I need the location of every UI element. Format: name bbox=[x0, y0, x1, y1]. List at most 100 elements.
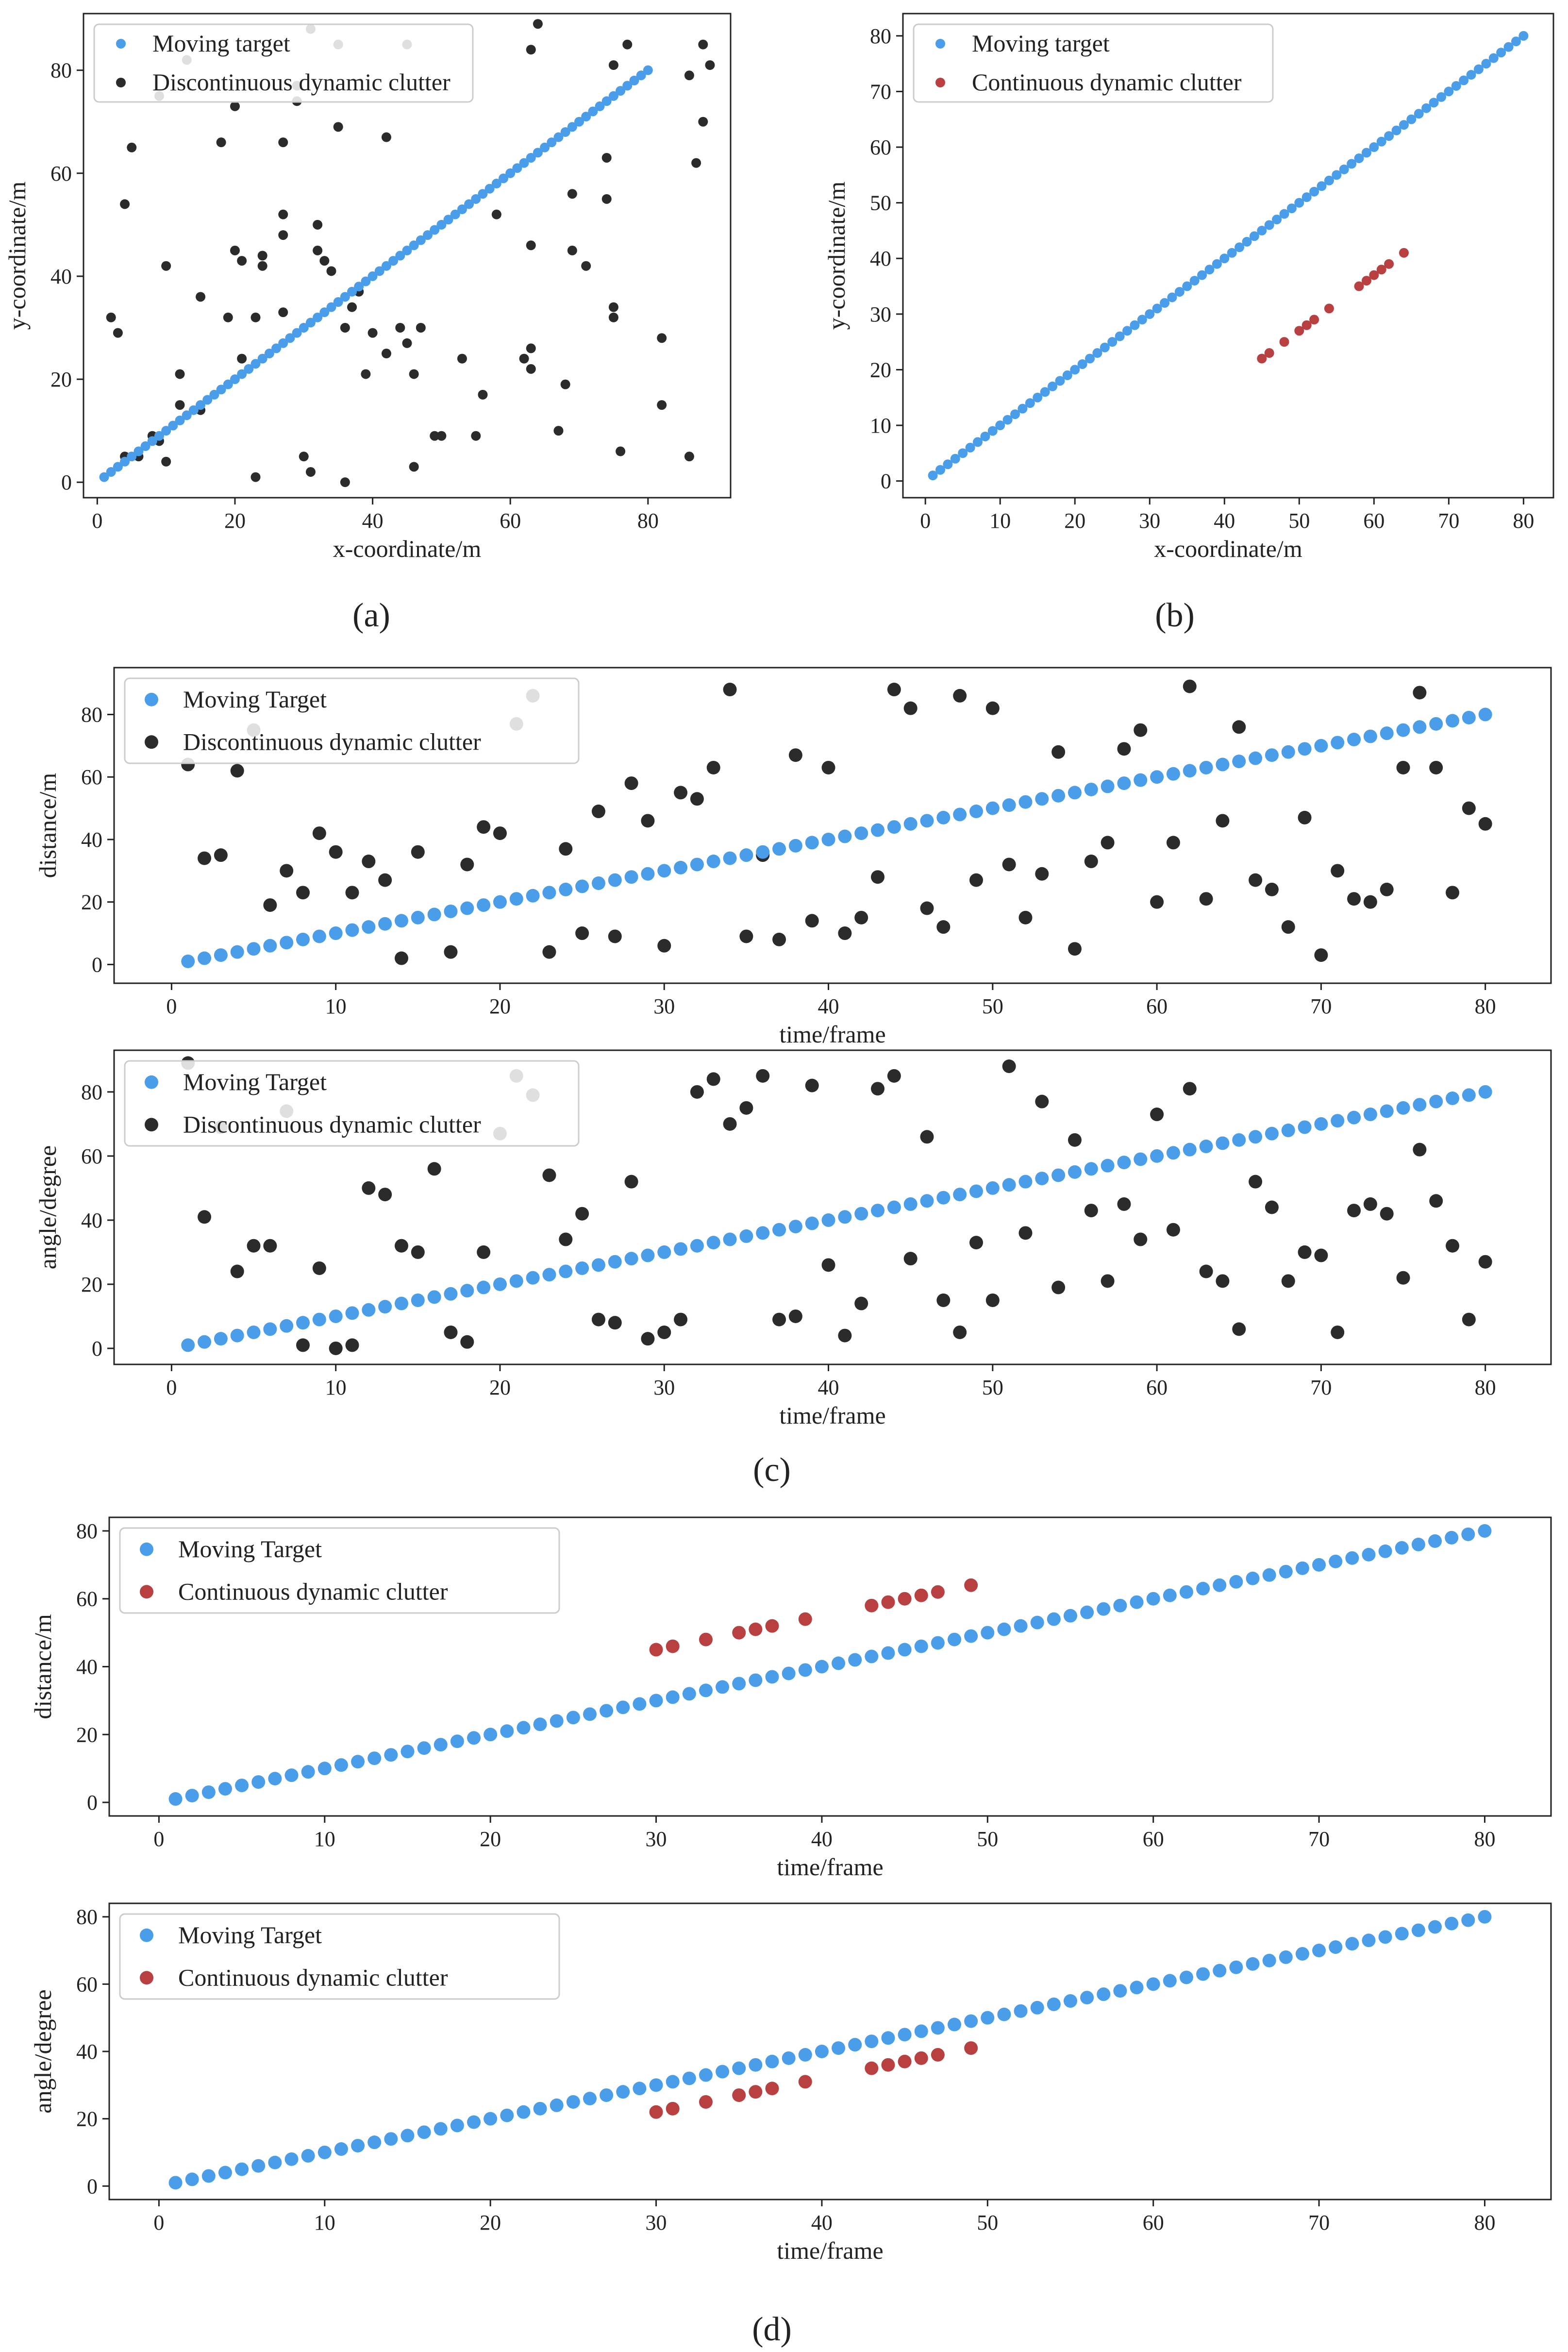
target-point bbox=[312, 1312, 326, 1327]
clutter-point bbox=[444, 1325, 458, 1339]
target-point bbox=[478, 189, 488, 199]
y-tick-label: 40 bbox=[870, 247, 891, 270]
target-point bbox=[1070, 365, 1080, 375]
target-point bbox=[887, 1200, 901, 1214]
clutter-point bbox=[674, 786, 688, 800]
clutter-point bbox=[936, 920, 951, 934]
target-point bbox=[1163, 1974, 1177, 1988]
target-point bbox=[756, 1226, 770, 1240]
target-point bbox=[898, 1643, 912, 1657]
clutter-point bbox=[1232, 720, 1246, 734]
target-point bbox=[1329, 1940, 1343, 1954]
target-point bbox=[1279, 209, 1289, 219]
target-point bbox=[682, 2071, 696, 2085]
clutter-point bbox=[362, 1181, 376, 1195]
target-point bbox=[450, 209, 460, 219]
clutter-point bbox=[526, 45, 536, 55]
target-point bbox=[997, 2007, 1011, 2021]
x-axis-label: x-coordinate/m bbox=[333, 535, 482, 562]
clutter-point bbox=[624, 1175, 638, 1189]
target-point bbox=[443, 215, 453, 225]
legend-marker bbox=[140, 1971, 153, 1985]
clutter-point bbox=[1166, 836, 1180, 850]
clutter-point bbox=[1396, 760, 1410, 774]
target-point bbox=[417, 2125, 431, 2139]
target-point bbox=[1204, 265, 1215, 275]
target-point bbox=[782, 2051, 796, 2065]
clutter-point bbox=[1101, 836, 1115, 850]
target-point bbox=[1101, 779, 1115, 793]
target-point bbox=[838, 1210, 852, 1224]
target-point bbox=[588, 106, 598, 117]
target-point bbox=[460, 1284, 474, 1298]
target-point bbox=[1130, 1981, 1144, 1995]
x-tick-label: 50 bbox=[982, 994, 1003, 1018]
target-point bbox=[500, 2108, 514, 2122]
clutter-point bbox=[1035, 867, 1049, 881]
clutter-point bbox=[616, 446, 626, 456]
clutter-point bbox=[1117, 742, 1131, 756]
clutter-point bbox=[698, 117, 708, 127]
clutter-point bbox=[805, 1078, 819, 1092]
legend-label: Moving Target bbox=[178, 1921, 322, 1949]
target-point bbox=[1246, 1957, 1260, 1971]
target-point bbox=[247, 1325, 261, 1339]
target-point bbox=[1117, 1156, 1131, 1170]
y-axis-label: angle/degree bbox=[34, 1145, 61, 1269]
target-point bbox=[821, 832, 835, 846]
clutter-point bbox=[798, 2075, 812, 2089]
target-point bbox=[636, 70, 646, 81]
target-point bbox=[1265, 748, 1279, 762]
target-point bbox=[491, 179, 501, 189]
target-point bbox=[1216, 757, 1230, 772]
legend-label: Moving Target bbox=[183, 686, 327, 713]
clutter-point bbox=[1051, 745, 1066, 759]
y-tick-label: 50 bbox=[870, 191, 891, 215]
clutter-point bbox=[1429, 760, 1443, 774]
clutter-point bbox=[402, 338, 412, 348]
target-point bbox=[805, 836, 819, 850]
clutter-point bbox=[1232, 1322, 1246, 1336]
target-point bbox=[1097, 1602, 1111, 1616]
target-point bbox=[526, 889, 540, 903]
y-tick-label: 80 bbox=[81, 1080, 102, 1104]
target-point bbox=[950, 454, 960, 464]
x-tick-label: 10 bbox=[314, 1827, 335, 1851]
clutter-point bbox=[1068, 1133, 1082, 1147]
target-point bbox=[517, 2105, 531, 2119]
legend-box bbox=[124, 677, 580, 764]
target-point bbox=[832, 2041, 846, 2055]
legend-label: Continuous dynamic clutter bbox=[178, 1964, 448, 1991]
target-point bbox=[1084, 1162, 1098, 1176]
target-point bbox=[467, 2115, 481, 2129]
target-point bbox=[1264, 220, 1274, 230]
clutter-point bbox=[756, 1069, 770, 1083]
target-point bbox=[434, 2122, 448, 2136]
target-point bbox=[608, 873, 622, 887]
target-point bbox=[690, 1239, 704, 1253]
target-point bbox=[1462, 1088, 1476, 1102]
x-tick-label: 40 bbox=[818, 1376, 839, 1399]
target-point bbox=[716, 2065, 730, 2079]
target-point bbox=[1413, 720, 1427, 734]
clutter-point bbox=[1446, 886, 1460, 900]
target-point bbox=[542, 1268, 556, 1282]
target-point bbox=[739, 848, 753, 862]
target-point bbox=[931, 1636, 945, 1650]
target-point bbox=[1047, 1612, 1061, 1626]
target-point bbox=[595, 101, 605, 111]
target-point bbox=[624, 870, 638, 884]
target-point bbox=[362, 920, 376, 934]
target-point bbox=[509, 1274, 523, 1288]
clutter-point bbox=[361, 369, 371, 379]
y-tick-label: 80 bbox=[76, 1519, 98, 1543]
clutter-point bbox=[250, 312, 261, 322]
clutter-point bbox=[865, 2061, 879, 2075]
clutter-point bbox=[305, 467, 316, 477]
clutter-point bbox=[477, 820, 491, 834]
target-point bbox=[1234, 242, 1245, 252]
target-point bbox=[765, 1670, 779, 1684]
target-point bbox=[1080, 1991, 1094, 2005]
x-axis-label: time/frame bbox=[777, 2237, 883, 2264]
y-tick-label: 80 bbox=[870, 24, 891, 48]
